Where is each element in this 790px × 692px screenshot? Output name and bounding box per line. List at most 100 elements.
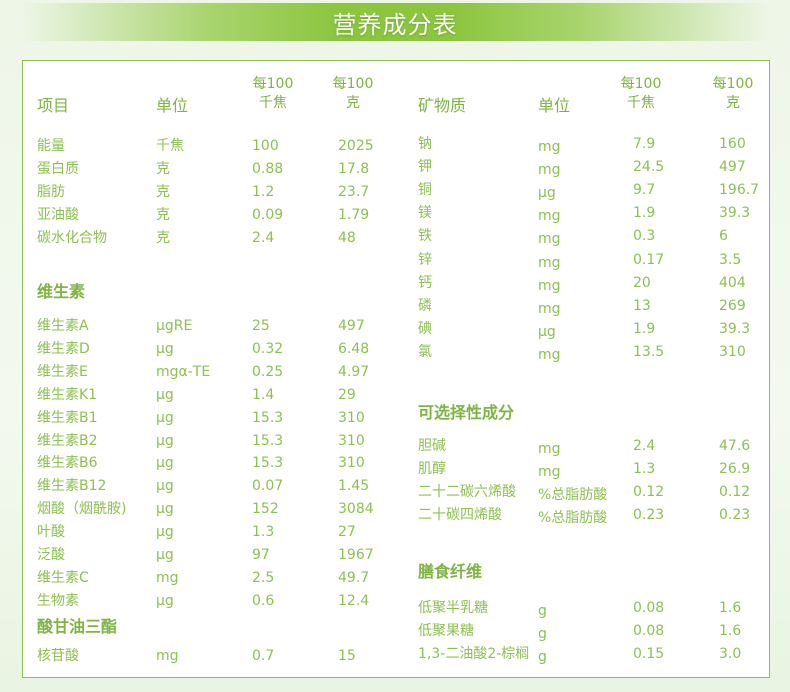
header-per-100kj-right-line2: 千焦 bbox=[627, 95, 655, 111]
nutrient-name: 蛋白质 bbox=[37, 160, 79, 177]
value-per-100g: 12.4 bbox=[338, 592, 370, 609]
value-per-100g: 3084 bbox=[338, 501, 374, 518]
unit: μg bbox=[156, 386, 174, 403]
unit: μg bbox=[156, 478, 174, 495]
unit: %总脂肪酸 bbox=[538, 487, 608, 504]
value-per-100g: 404 bbox=[719, 274, 746, 291]
nutrient-name: 维生素K1 bbox=[37, 386, 98, 403]
unit: μg bbox=[156, 501, 174, 518]
value-per-100kj: 0.09 bbox=[252, 206, 284, 223]
value-per-100kj: 2.5 bbox=[252, 569, 275, 586]
nutrient-name: 碳水化合物 bbox=[37, 229, 107, 246]
header-per-100kj-line2: 千焦 bbox=[259, 95, 287, 111]
value-per-100kj: 13 bbox=[633, 297, 651, 314]
value-per-100kj: 0.17 bbox=[633, 251, 665, 268]
value-per-100kj: 0.25 bbox=[252, 363, 284, 380]
value-per-100kj: 15.3 bbox=[252, 455, 284, 472]
header-item: 项目 bbox=[37, 96, 70, 115]
nutrient-name: 磷 bbox=[418, 297, 432, 314]
value-per-100g: 310 bbox=[338, 409, 365, 426]
value-per-100kj: 1.3 bbox=[633, 461, 656, 478]
value-per-100kj: 15.3 bbox=[252, 432, 284, 449]
nutrient-name: 胆碱 bbox=[418, 438, 446, 454]
value-per-100g: 15 bbox=[338, 648, 356, 664]
unit: μg bbox=[156, 455, 174, 472]
value-per-100kj: 13.5 bbox=[633, 343, 665, 360]
unit: mg bbox=[538, 441, 561, 457]
nutrient-name: 镁 bbox=[418, 205, 432, 222]
nutrient-name: 脂肪 bbox=[37, 183, 65, 200]
value-per-100kj: 97 bbox=[252, 547, 270, 563]
nutrient-name: 生物素 bbox=[37, 592, 79, 609]
value-per-100kj: 9.7 bbox=[633, 182, 656, 199]
unit: μg bbox=[156, 592, 174, 609]
nutrient-name: 碘 bbox=[418, 320, 432, 337]
header-unit: 单位 bbox=[156, 96, 189, 115]
value-per-100g: 4.97 bbox=[338, 363, 370, 380]
section-heading: 可选择性成分 bbox=[418, 403, 515, 422]
value-per-100g: 27 bbox=[338, 524, 356, 541]
unit: mg bbox=[538, 464, 561, 481]
value-per-100g: 1.6 bbox=[719, 623, 742, 640]
value-per-100g: 310 bbox=[338, 432, 365, 449]
header-per-100kj-right: 每100 千焦 bbox=[611, 75, 671, 113]
nutrient-name: 1,3-二油酸2-棕榈 bbox=[418, 646, 530, 663]
value-per-100g: 310 bbox=[338, 455, 365, 472]
nutrient-name: 维生素B12 bbox=[37, 478, 107, 495]
value-per-100g: 48 bbox=[338, 229, 356, 246]
value-per-100kj: 0.07 bbox=[252, 478, 284, 495]
header-per-100kj-right-line1: 每100 bbox=[620, 76, 662, 92]
unit: μg bbox=[156, 547, 174, 563]
value-per-100g: 6 bbox=[719, 228, 728, 245]
value-per-100kj: 1.4 bbox=[252, 386, 275, 403]
unit: μg bbox=[156, 524, 174, 541]
value-per-100g: 39.3 bbox=[719, 320, 751, 337]
unit: mgα-TE bbox=[156, 363, 211, 380]
nutrient-name: 二十碳四烯酸 bbox=[418, 507, 502, 524]
value-per-100kj: 2.4 bbox=[252, 229, 275, 246]
value-per-100g: 497 bbox=[338, 318, 365, 334]
value-per-100kj: 0.08 bbox=[633, 623, 665, 640]
unit: mg bbox=[538, 254, 561, 271]
section-heading: 膳食纤维 bbox=[418, 562, 483, 581]
value-per-100g: 0.12 bbox=[719, 484, 751, 501]
value-per-100kj: 0.15 bbox=[633, 646, 665, 663]
nutrient-name: 亚油酸 bbox=[37, 206, 79, 223]
value-per-100kj: 0.32 bbox=[252, 340, 284, 357]
header-per-100g-line1: 每100 bbox=[332, 76, 374, 92]
header-per-100g-line2: 克 bbox=[346, 95, 360, 111]
unit: μgRE bbox=[156, 318, 193, 334]
unit: μg bbox=[538, 185, 556, 202]
value-per-100g: 6.48 bbox=[338, 340, 370, 357]
value-per-100kj: 2.4 bbox=[633, 438, 656, 454]
nutrient-name: 烟酸（烟酰胺) bbox=[37, 501, 127, 518]
value-per-100kj: 0.12 bbox=[633, 484, 665, 501]
value-per-100g: 47.6 bbox=[719, 438, 751, 454]
value-per-100g: 26.9 bbox=[719, 461, 751, 478]
nutrient-name: 铜 bbox=[418, 182, 432, 199]
header-per-100g-right-line2: 克 bbox=[726, 95, 740, 111]
value-per-100g: 49.7 bbox=[338, 569, 370, 586]
value-per-100kj: 24.5 bbox=[633, 159, 665, 176]
value-per-100kj: 25 bbox=[252, 318, 270, 334]
value-per-100kj: 152 bbox=[252, 501, 279, 518]
unit: mg bbox=[538, 277, 561, 294]
unit: mg bbox=[538, 139, 561, 155]
value-per-100kj: 7.9 bbox=[633, 136, 656, 152]
value-per-100kj: 20 bbox=[633, 274, 651, 291]
unit: μg bbox=[156, 340, 174, 357]
nutrient-name: 维生素B6 bbox=[37, 455, 98, 472]
nutrient-name: 维生素B2 bbox=[37, 432, 98, 449]
value-per-100g: 1.45 bbox=[338, 478, 370, 495]
value-per-100kj: 0.23 bbox=[633, 507, 665, 524]
unit: mg bbox=[538, 208, 561, 225]
value-per-100g: 2025 bbox=[338, 138, 374, 154]
unit: 克 bbox=[156, 183, 170, 200]
unit: mg bbox=[156, 648, 179, 664]
unit: g bbox=[538, 649, 547, 666]
nutrient-name: 钾 bbox=[418, 159, 432, 176]
value-per-100kj: 100 bbox=[252, 138, 279, 154]
unit: 克 bbox=[156, 229, 170, 246]
unit: mg bbox=[156, 569, 179, 586]
section-heading: 维生素 bbox=[37, 282, 86, 301]
